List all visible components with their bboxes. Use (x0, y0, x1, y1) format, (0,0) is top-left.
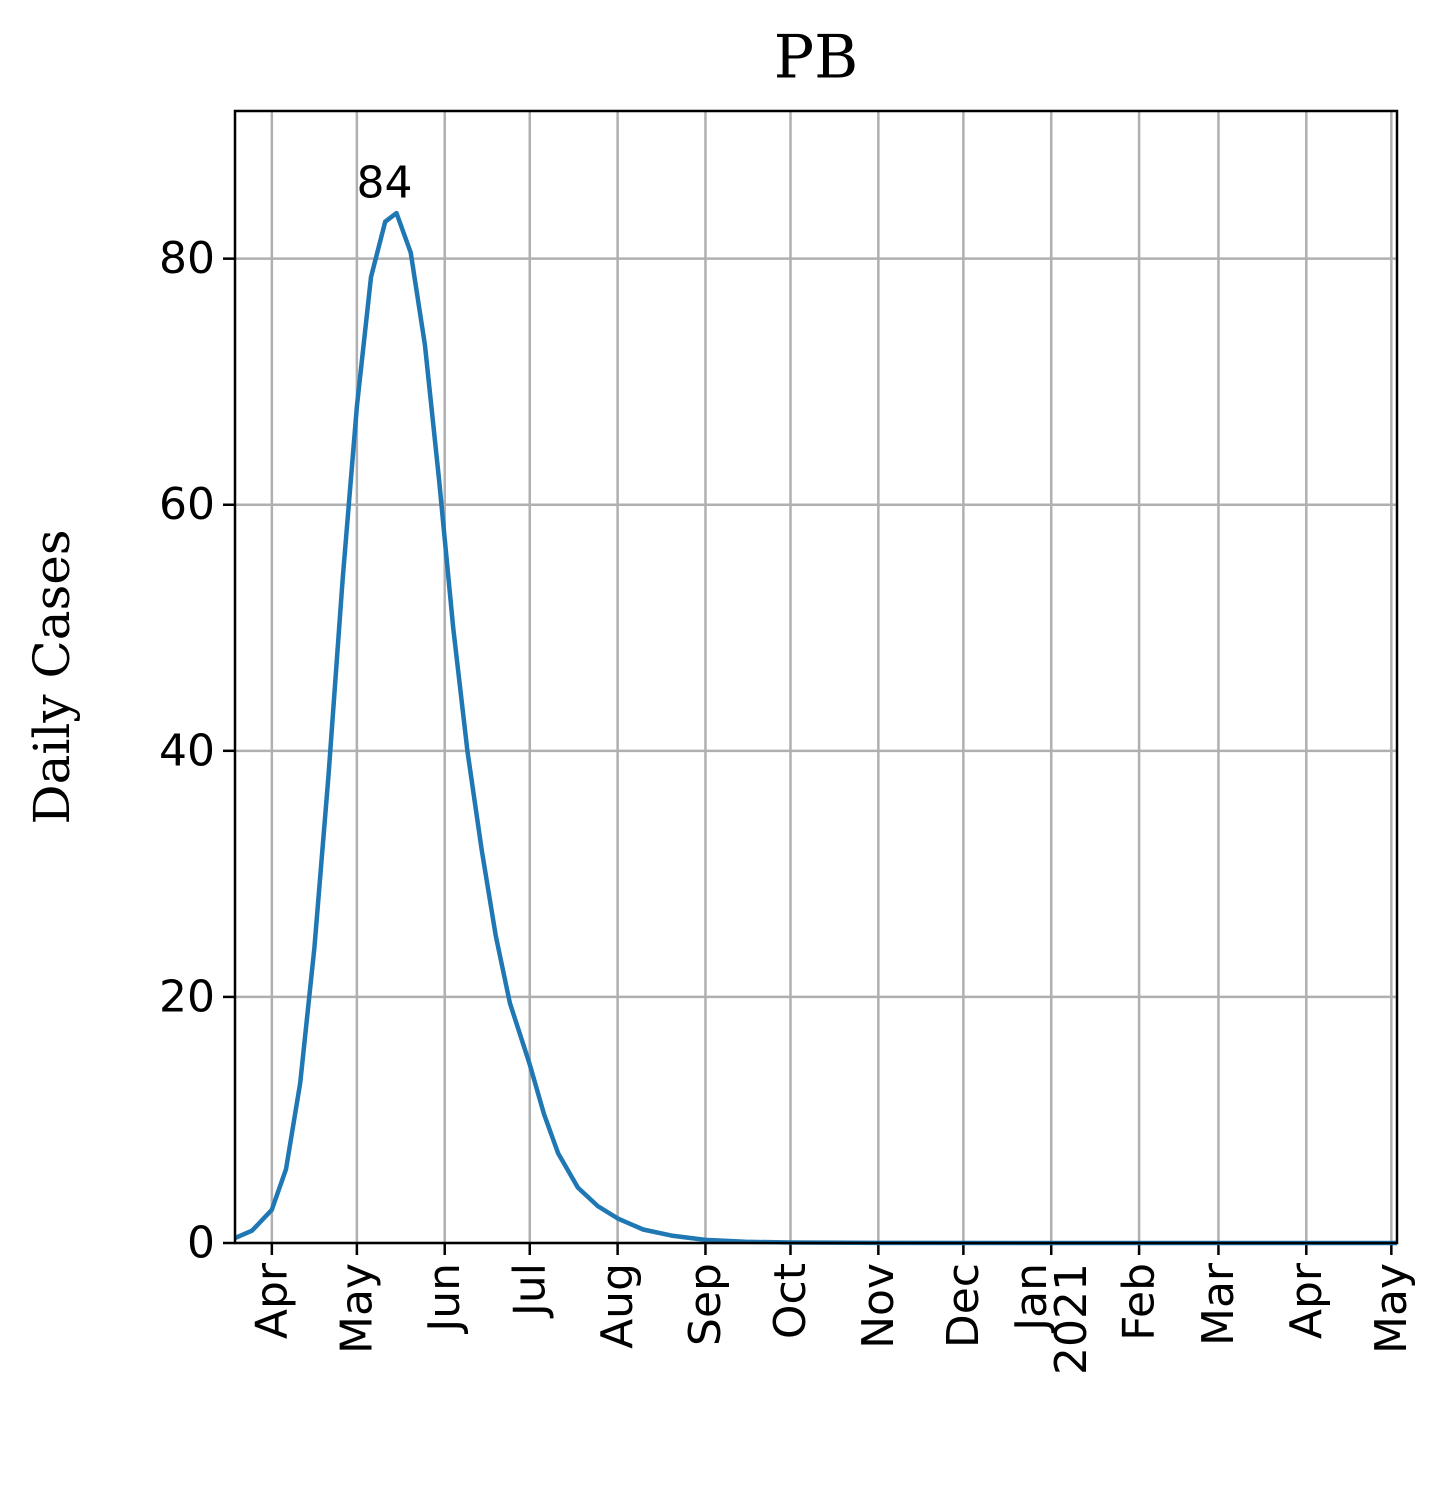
plot-frame (233, 109, 1399, 1245)
x-tick-label: Jan2021 (1006, 1263, 1097, 1375)
peak-label: 84 (357, 157, 413, 208)
y-tick-label: 40 (159, 725, 215, 776)
chart-title: PB (774, 23, 858, 93)
x-tick-label: May (1366, 1263, 1417, 1354)
y-tick-label: 20 (159, 971, 215, 1022)
line (234, 210, 1397, 1246)
x-tick-label: Jun (419, 1263, 470, 1335)
x-tick-label: Sep (680, 1263, 731, 1346)
y-axis-label: Daily Cases (23, 530, 81, 825)
y-tick-label: 80 (159, 233, 215, 284)
x-tick-label: Dec (938, 1263, 989, 1348)
x-tick-label: Apr (246, 1262, 297, 1339)
x-tick-label: Oct (765, 1263, 816, 1339)
x-tick-label: May (331, 1263, 382, 1354)
x-tick-label: Nov (853, 1263, 904, 1349)
y-tick-label: 0 (187, 1218, 215, 1269)
x-tick-label: Mar (1193, 1262, 1244, 1346)
x-tick-label: Aug (592, 1263, 643, 1349)
x-tick-label: Feb (1114, 1263, 1165, 1341)
x-tick-label: Jul (504, 1263, 555, 1319)
x-tick-label: Apr (1281, 1262, 1332, 1339)
y-tick-label: 60 (159, 479, 215, 530)
